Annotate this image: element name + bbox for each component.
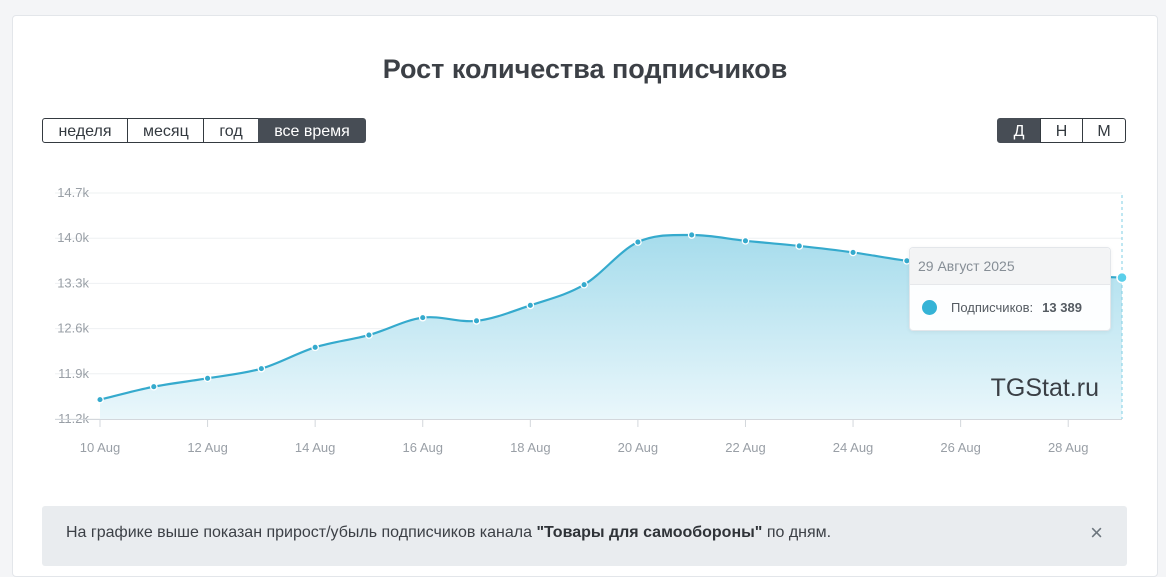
x-tick-label: 18 Aug: [510, 440, 551, 455]
info-notice: На графике выше показан прирост/убыль по…: [42, 506, 1127, 566]
close-icon[interactable]: ×: [1090, 520, 1103, 545]
notice-suffix: по дням.: [762, 524, 832, 541]
data-point: [418, 313, 427, 322]
data-point: [257, 364, 266, 373]
y-tick-label: 11.9k: [58, 366, 89, 381]
tooltip-date: 29 Август 2025: [910, 248, 1110, 285]
watermark-logo: TGStat.ru: [991, 374, 1099, 402]
data-point: [795, 242, 804, 250]
x-tick-label: 14 Aug: [295, 440, 336, 455]
x-tick-label: 22 Aug: [725, 440, 766, 455]
chart-tooltip: 29 Август 2025 Подписчиков: 13 389: [909, 247, 1111, 331]
data-point: [687, 231, 696, 239]
data-point: [526, 301, 535, 310]
data-point: [365, 331, 373, 339]
tooltip-series-label: Подписчиков:: [951, 300, 1034, 315]
granularity-selector: Д Н М: [997, 118, 1126, 143]
x-tick-label: 26 Aug: [940, 440, 981, 455]
granularity-month-button[interactable]: М: [1082, 118, 1126, 143]
series-area: [100, 234, 1122, 419]
data-point: [311, 343, 320, 352]
x-tick-label: 20 Aug: [618, 440, 659, 455]
x-tick-label: 12 Aug: [187, 440, 228, 455]
x-tick-label: 24 Aug: [833, 440, 874, 455]
tooltip-row: Подписчиков: 13 389: [910, 285, 1110, 315]
granularity-week-button[interactable]: Н: [1040, 118, 1083, 143]
y-tick-label: 14.7k: [57, 185, 89, 200]
x-tick-label: 16 Aug: [402, 440, 443, 455]
y-tick-label: 13.3k: [57, 275, 89, 290]
data-point: [472, 317, 481, 325]
notice-channel-name: "Товары для самообороны": [536, 524, 763, 541]
y-tick-label: 11.2k: [58, 411, 89, 426]
page-title: Рост количества подписчиков: [382, 54, 788, 84]
data-point-highlighted: [1116, 271, 1128, 284]
notice-text: На графике выше показан прирост/убыль по…: [66, 524, 831, 542]
y-tick-label: 14.0k: [57, 230, 89, 245]
x-tick-label: 28 Aug: [1048, 440, 1089, 455]
subscribers-chart[interactable]: 11.2k 11.9k 12.6k 13.3k 14.0k 14.7k 10 Aug 12 A…: [0, 0, 1166, 556]
data-point: [580, 280, 588, 289]
data-point: [849, 248, 857, 257]
range-month-button[interactable]: месяц: [127, 118, 204, 143]
data-point: [149, 382, 158, 391]
range-selector: неделя месяц год все время: [42, 118, 366, 143]
data-point: [203, 374, 212, 383]
data-point: [96, 395, 104, 404]
series-dot-icon: [922, 300, 937, 315]
x-tick-label: 10 Aug: [80, 440, 121, 455]
range-all-time-button[interactable]: все время: [258, 118, 366, 143]
data-point: [634, 238, 642, 246]
range-week-button[interactable]: неделя: [42, 118, 128, 143]
y-tick-label: 12.6k: [57, 321, 89, 336]
tooltip-value: 13 389: [1042, 300, 1082, 315]
notice-prefix: На графике выше показан прирост/убыль по…: [66, 524, 537, 541]
data-point: [741, 236, 750, 245]
